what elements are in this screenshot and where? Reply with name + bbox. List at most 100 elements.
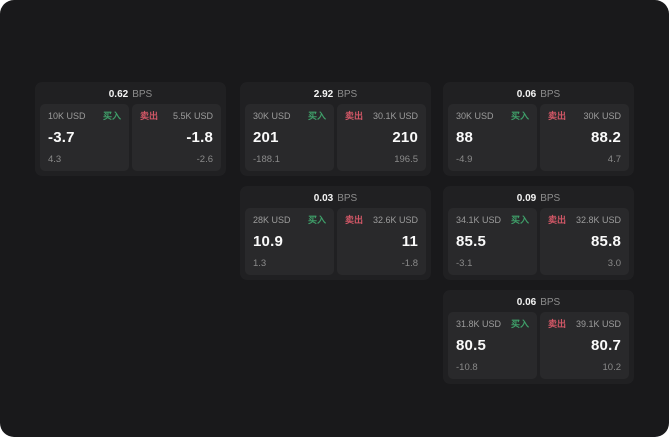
- buy-panel[interactable]: 34.1K USD 买入 85.5 -3.1: [448, 208, 537, 275]
- buy-side-label: 买入: [510, 215, 529, 225]
- buy-notional-amount: 34.1K USD: [456, 215, 502, 225]
- buy-notional-amount: 31.8K USD: [456, 319, 502, 329]
- buy-panel[interactable]: 31.8K USD 买入 80.5 -10.8: [448, 312, 537, 379]
- spread-value: 0.09: [516, 193, 537, 204]
- sell-notional-amount: 32.6K USD: [372, 215, 418, 225]
- buy-panel[interactable]: 30K USD 买入 88 -4.9: [448, 104, 537, 171]
- buy-sell-panels: 30K USD 买入 88 -4.9 卖出 30K USD 88.2 4.7: [448, 104, 629, 171]
- sell-notional-amount: 30K USD: [583, 111, 621, 121]
- sell-delta: -2.6: [196, 154, 213, 165]
- spread-header: 0.03 BPS: [245, 190, 426, 208]
- buy-side-label: 买入: [102, 111, 121, 121]
- quote-card: 0.06 BPS 31.8K USD 买入 80.5 -10.8 卖出 39.1…: [443, 290, 634, 384]
- sell-price: 80.7: [591, 336, 621, 354]
- sell-side-label: 卖出: [548, 319, 567, 329]
- spread-value: 0.03: [313, 193, 334, 204]
- buy-panel-top: 30K USD 买入: [253, 111, 326, 121]
- sell-delta: 196.5: [394, 154, 418, 165]
- sell-panel-top: 卖出 32.8K USD: [548, 215, 621, 225]
- buy-panel[interactable]: 10K USD 买入 -3.7 4.3: [40, 104, 129, 171]
- buy-price: 201: [253, 128, 279, 146]
- spread-unit-label: BPS: [540, 193, 561, 204]
- buy-panel-top: 28K USD 买入: [253, 215, 326, 225]
- sell-panel[interactable]: 卖出 32.6K USD 11 -1.8: [337, 208, 426, 275]
- sell-price: 88.2: [591, 128, 621, 146]
- quote-card: 0.06 BPS 30K USD 买入 88 -4.9 卖出 30K USD 8…: [443, 82, 634, 176]
- buy-sell-panels: 31.8K USD 买入 80.5 -10.8 卖出 39.1K USD 80.…: [448, 312, 629, 379]
- spread-header: 0.06 BPS: [448, 294, 629, 312]
- spread-value: 0.06: [516, 297, 537, 308]
- buy-side-label: 买入: [510, 319, 529, 329]
- sell-delta: 4.7: [607, 154, 621, 165]
- buy-panel-top: 30K USD 买入: [456, 111, 529, 121]
- buy-notional-amount: 30K USD: [253, 111, 291, 121]
- sell-panel-top: 卖出 5.5K USD: [140, 111, 213, 121]
- sell-side-label: 卖出: [548, 215, 567, 225]
- buy-notional-amount: 28K USD: [253, 215, 291, 225]
- spread-header: 0.09 BPS: [448, 190, 629, 208]
- buy-panel[interactable]: 28K USD 买入 10.9 1.3: [245, 208, 334, 275]
- sell-delta: 3.0: [607, 258, 621, 269]
- sell-price: -1.8: [186, 128, 213, 146]
- sell-notional-amount: 32.8K USD: [575, 215, 621, 225]
- sell-delta: -1.8: [401, 258, 418, 269]
- buy-sell-panels: 10K USD 买入 -3.7 4.3 卖出 5.5K USD -1.8 -2.…: [40, 104, 221, 171]
- sell-delta: 10.2: [602, 362, 622, 373]
- sell-side-label: 卖出: [345, 111, 364, 121]
- spread-unit-label: BPS: [337, 193, 358, 204]
- buy-sell-panels: 28K USD 买入 10.9 1.3 卖出 32.6K USD 11 -1.8: [245, 208, 426, 275]
- buy-price: 80.5: [456, 336, 486, 354]
- buy-delta: -188.1: [253, 154, 280, 165]
- buy-panel[interactable]: 30K USD 买入 201 -188.1: [245, 104, 334, 171]
- buy-sell-panels: 30K USD 买入 201 -188.1 卖出 30.1K USD 210 1…: [245, 104, 426, 171]
- buy-notional-amount: 30K USD: [456, 111, 494, 121]
- sell-panel[interactable]: 卖出 30K USD 88.2 4.7: [540, 104, 629, 171]
- buy-price: 85.5: [456, 232, 486, 250]
- buy-price: -3.7: [48, 128, 75, 146]
- buy-delta: -10.8: [456, 362, 478, 373]
- spread-unit-label: BPS: [540, 89, 561, 100]
- buy-delta: -4.9: [456, 154, 473, 165]
- spread-unit-label: BPS: [132, 89, 153, 100]
- sell-price: 210: [392, 128, 418, 146]
- quote-card: 0.09 BPS 34.1K USD 买入 85.5 -3.1 卖出 32.8K…: [443, 186, 634, 280]
- sell-panel-top: 卖出 32.6K USD: [345, 215, 418, 225]
- sell-panel[interactable]: 卖出 5.5K USD -1.8 -2.6: [132, 104, 221, 171]
- buy-sell-panels: 34.1K USD 买入 85.5 -3.1 卖出 32.8K USD 85.8…: [448, 208, 629, 275]
- sell-notional-amount: 5.5K USD: [172, 111, 213, 121]
- buy-notional-amount: 10K USD: [48, 111, 86, 121]
- sell-panel-top: 卖出 30.1K USD: [345, 111, 418, 121]
- buy-side-label: 买入: [307, 111, 326, 121]
- sell-side-label: 卖出: [548, 111, 567, 121]
- buy-delta: 1.3: [253, 258, 267, 269]
- buy-price: 88: [456, 128, 474, 146]
- buy-side-label: 买入: [307, 215, 326, 225]
- sell-panel-top: 卖出 30K USD: [548, 111, 621, 121]
- buy-panel-top: 31.8K USD 买入: [456, 319, 529, 329]
- spread-header: 0.62 BPS: [40, 86, 221, 104]
- spread-value: 0.06: [516, 89, 537, 100]
- spread-unit-label: BPS: [540, 297, 561, 308]
- buy-delta: -3.1: [456, 258, 473, 269]
- spread-header: 0.06 BPS: [448, 86, 629, 104]
- sell-panel[interactable]: 卖出 30.1K USD 210 196.5: [337, 104, 426, 171]
- sell-panel[interactable]: 卖出 39.1K USD 80.7 10.2: [540, 312, 629, 379]
- sell-side-label: 卖出: [345, 215, 364, 225]
- spread-value: 2.92: [313, 89, 334, 100]
- buy-panel-top: 34.1K USD 买入: [456, 215, 529, 225]
- sell-side-label: 卖出: [140, 111, 159, 121]
- sell-price: 11: [401, 232, 418, 250]
- spread-unit-label: BPS: [337, 89, 358, 100]
- spread-header: 2.92 BPS: [245, 86, 426, 104]
- quote-card: 2.92 BPS 30K USD 买入 201 -188.1 卖出 30.1K …: [240, 82, 431, 176]
- sell-notional-amount: 30.1K USD: [372, 111, 418, 121]
- sell-price: 85.8: [591, 232, 621, 250]
- buy-side-label: 买入: [510, 111, 529, 121]
- sell-notional-amount: 39.1K USD: [575, 319, 621, 329]
- spread-value: 0.62: [108, 89, 129, 100]
- quote-card: 0.03 BPS 28K USD 买入 10.9 1.3 卖出 32.6K US…: [240, 186, 431, 280]
- sell-panel[interactable]: 卖出 32.8K USD 85.8 3.0: [540, 208, 629, 275]
- buy-price: 10.9: [253, 232, 283, 250]
- quote-card: 0.62 BPS 10K USD 买入 -3.7 4.3 卖出 5.5K USD…: [35, 82, 226, 176]
